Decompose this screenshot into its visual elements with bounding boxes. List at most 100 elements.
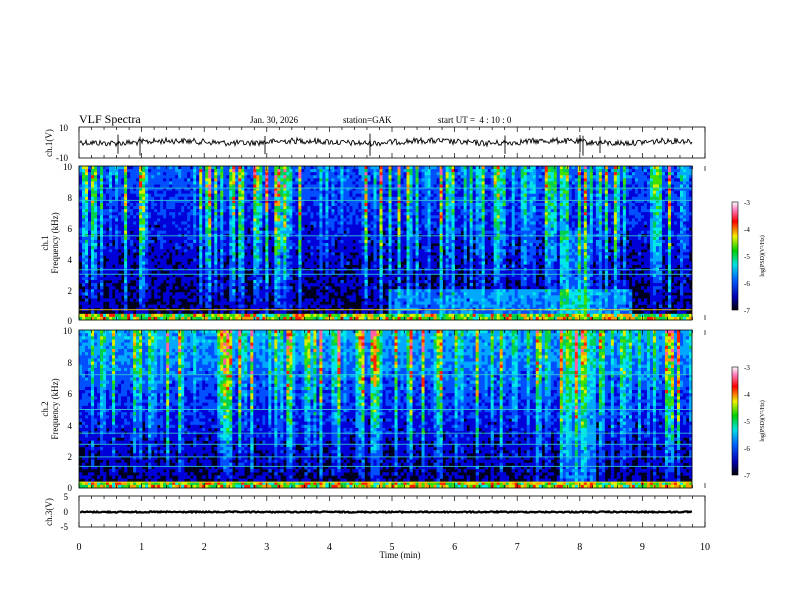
spectrogram-cell — [565, 212, 570, 216]
spectrogram-cell — [289, 181, 293, 185]
spectrogram-cell — [148, 178, 152, 182]
spectrogram-cell — [526, 227, 531, 232]
spectrogram-cell — [88, 236, 92, 241]
spectrogram-cell — [130, 236, 134, 241]
spectrogram-cell — [163, 209, 167, 213]
spectrogram-cell — [457, 184, 461, 188]
spectrogram-cell — [169, 227, 173, 232]
spectrogram-cell — [262, 175, 266, 179]
spectrogram-cell — [520, 215, 525, 219]
spectrogram-cell — [658, 187, 663, 191]
spectrogram-cell — [118, 209, 122, 213]
spectrogram-cell — [310, 209, 314, 213]
spectrogram-cell — [184, 202, 188, 207]
spectrogram-cell — [97, 212, 101, 216]
spectrogram-cell — [529, 178, 534, 182]
spectrogram-cell — [535, 169, 540, 173]
spectrogram-cell — [550, 236, 555, 241]
spectrogram-cell — [508, 175, 513, 179]
spectrogram-cell — [211, 236, 215, 241]
spectrogram-cell — [445, 221, 449, 225]
spectrogram-cell — [109, 202, 113, 207]
spectrogram-cell — [163, 169, 167, 173]
spectrogram-cell — [238, 206, 242, 210]
spectrogram-cell — [553, 187, 558, 191]
spectrogram-cell — [595, 166, 600, 170]
spectrogram-cell — [397, 199, 401, 204]
spectrogram-cell — [622, 166, 627, 170]
spectrogram-cell — [514, 215, 519, 219]
spectrogram-cell — [541, 212, 546, 216]
spectrogram-cell — [163, 181, 167, 185]
spectrogram-cell — [592, 202, 597, 207]
spectrogram-cell — [535, 221, 540, 225]
spectrogram-cell — [613, 187, 618, 191]
spectrogram-cell — [172, 212, 176, 216]
spectrogram-cell — [106, 221, 110, 225]
spectrogram-cell — [334, 218, 338, 222]
spectrogram-cell — [409, 212, 413, 216]
spectrogram-cell — [667, 166, 672, 170]
spectrogram-cell — [445, 239, 449, 244]
spectrogram-cell — [583, 178, 588, 182]
spectrogram-cell — [565, 178, 570, 182]
spectrogram-cell — [685, 181, 690, 185]
spectrogram-cell — [574, 166, 579, 170]
spectrogram-cell — [562, 224, 567, 228]
spectrogram-cell — [583, 221, 588, 225]
spectrogram-cell — [610, 212, 615, 216]
spectrogram-cell — [184, 172, 188, 176]
spectrogram-cell — [658, 212, 663, 216]
spectrogram-cell — [112, 199, 116, 204]
spectrogram-cell — [640, 215, 645, 219]
spectrogram-cell — [241, 230, 245, 235]
spectrogram-cell — [388, 196, 392, 201]
spectrogram-cell — [370, 196, 374, 201]
spectrogram-cell — [226, 190, 230, 195]
spectrogram-cell — [256, 236, 260, 241]
spectrogram-cell — [160, 172, 164, 176]
spectrogram-cell — [157, 181, 161, 185]
spectrogram-cell — [331, 224, 335, 228]
spectrogram-cell — [547, 193, 552, 198]
spectrogram-cell — [184, 209, 188, 213]
spectrogram-cell — [628, 236, 633, 241]
spectrogram-cell — [514, 196, 519, 201]
spectrogram-cell — [463, 221, 467, 225]
spectrogram-cell — [661, 221, 666, 225]
spectrogram-cell — [689, 224, 693, 228]
spectrogram-cell — [427, 178, 431, 182]
spectrogram-cell — [598, 230, 603, 235]
spectrogram-cell — [208, 202, 212, 207]
spectrogram-cell — [307, 239, 311, 244]
spectrogram-cell — [274, 184, 278, 188]
spectrogram-cell — [307, 218, 311, 222]
spectrogram-cell — [382, 227, 386, 232]
spectrogram-cell — [154, 202, 158, 207]
spectrogram-cell — [175, 224, 179, 228]
spectrogram-cell — [169, 206, 173, 210]
spectrogram-cell — [319, 236, 323, 241]
spectrogram-cell — [226, 175, 230, 179]
spectrogram-cell — [586, 206, 591, 210]
spectrogram-cell — [118, 236, 122, 241]
spectrogram-cell — [223, 199, 227, 204]
spectrogram-cell — [133, 187, 137, 191]
spectrogram-cell — [94, 175, 98, 179]
spectrogram-cell — [208, 187, 212, 191]
spectrogram-cell — [529, 227, 534, 232]
spectrogram-cell — [442, 224, 446, 228]
spectrogram-cell — [175, 169, 179, 173]
spectrogram-cell — [577, 236, 582, 241]
spectrogram-cell — [271, 236, 275, 241]
spectrogram-cell — [214, 184, 218, 188]
spectrogram-cell — [97, 224, 101, 228]
spectrogram-cell — [124, 224, 128, 228]
spectrogram-cell — [202, 221, 206, 225]
spectrogram-cell — [592, 206, 597, 210]
spectrogram-cell — [187, 212, 191, 216]
spectrogram-cell — [526, 169, 531, 173]
spectrogram-cell — [682, 184, 687, 188]
spectrogram-cell — [505, 181, 510, 185]
ch1-waveform-spikes — [117, 133, 601, 156]
